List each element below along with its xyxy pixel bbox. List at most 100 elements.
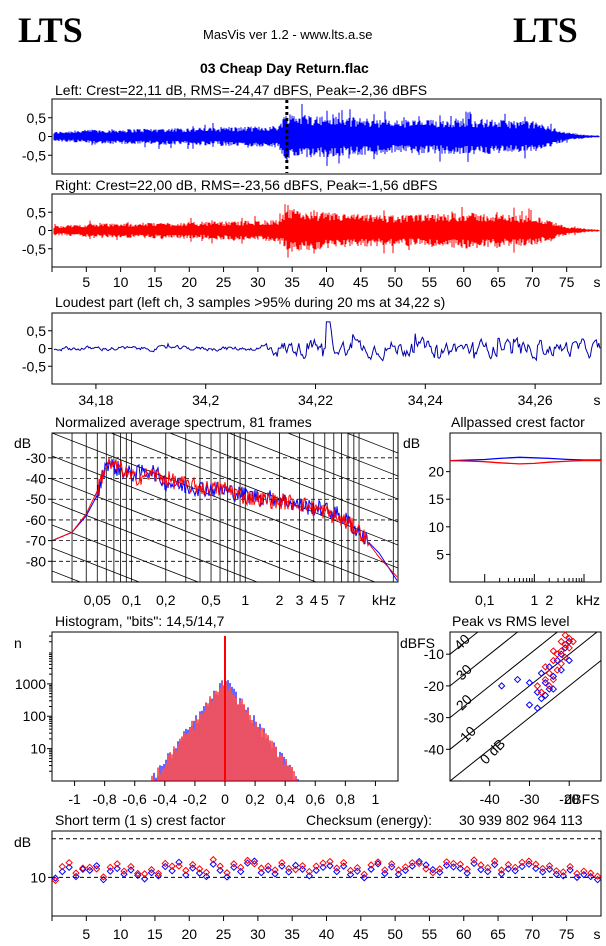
loudest-xunit: s [594, 392, 601, 408]
stcrest-point-left [470, 859, 478, 868]
loudest-xtick-label: 34,22 [298, 392, 333, 408]
stcrest-point-left [545, 865, 554, 873]
stcrest-point-left [415, 857, 423, 866]
stcrest-point-left [92, 862, 101, 870]
stcrest-point-left [477, 865, 485, 874]
peakrms-point-right [557, 637, 565, 646]
stcrest-point-right [305, 867, 314, 876]
spectrum-slope [286, 433, 398, 477]
stcrest-point-left [559, 872, 567, 880]
stcrest-point-right [387, 860, 396, 868]
crest-xtick-label: 2 [545, 592, 553, 608]
stcrest-point-left [65, 863, 73, 872]
stcrest-point-right [92, 865, 101, 873]
stcrest-point-right [319, 859, 327, 867]
stcrest-point-right [436, 865, 444, 873]
stcrest-point-left [230, 863, 238, 872]
spectrum-slope-lines [52, 249, 398, 582]
stcrest-point-left [532, 864, 540, 873]
peakrms-diagonal [450, 632, 559, 719]
stcrest-point-left [436, 868, 444, 877]
stcrest-point-right [401, 863, 410, 871]
stcrest-point-left [312, 866, 320, 875]
stcrest-point-right [209, 855, 217, 864]
stcrest-xtick-label: 15 [147, 926, 163, 942]
stcrest-point-right [353, 863, 362, 872]
stcrest-point-left [422, 861, 430, 869]
spectrum-ytick-label: -40 [26, 471, 46, 487]
right-waveform-ytick-label: 0,5 [27, 204, 47, 220]
stcrest-point-right [538, 864, 547, 873]
stcrest-point-right [147, 865, 156, 874]
right-waveform-ytick-label: -0,5 [22, 241, 46, 257]
stcrest-xtick-label: 75 [559, 926, 575, 942]
stcrest-point-right [470, 856, 478, 864]
time-axis-label: 15 [147, 274, 163, 290]
stcrest-point-left [175, 858, 183, 867]
stcrest-point-right [230, 860, 238, 868]
stcrest-point-right [545, 862, 554, 870]
stcrest-point-left [51, 874, 60, 882]
stcrest-point-right [175, 862, 183, 870]
stcrest-point-right [504, 860, 513, 869]
app-title: MasVis ver 1.2 - www.lts.a.se [203, 27, 373, 42]
stcrest-point-left [147, 869, 156, 877]
stcrest-point-right [484, 863, 492, 872]
stcrest-point-left [367, 865, 375, 873]
stcrest-point-left [58, 867, 67, 876]
stcrest-point-left [401, 866, 410, 875]
peakrms-point-left [537, 669, 546, 677]
peakrms-xlabel: dBFS [564, 791, 599, 807]
histogram-xtick-label: -0,8 [93, 791, 117, 807]
time-axis-label: 10 [113, 274, 129, 290]
spectrum-slope [52, 249, 398, 384]
left-waveform-title: Left: Crest=22,11 dB, RMS=-24,47 dBFS, P… [55, 82, 428, 98]
stcrest-point-right [573, 869, 581, 878]
spectrum-slope [52, 547, 141, 582]
stcrest-point-right [408, 858, 416, 867]
logo-right: LTS [513, 10, 578, 50]
stcrest-point-left [257, 869, 266, 877]
stcrest-point-right [79, 864, 87, 872]
spectrum-ytick-label: -30 [26, 450, 46, 466]
stcrest-point-right [449, 859, 458, 868]
stcrest-xunit: s [594, 926, 601, 942]
peakrms-point-right [541, 675, 550, 684]
stcrest-point-right [202, 868, 211, 877]
stcrest-point-left [449, 863, 458, 871]
peakrms-point-left [549, 685, 558, 693]
stcrest-point-left [463, 869, 471, 877]
stcrest-xtick-label: 45 [353, 926, 369, 942]
stcrest-point-right [257, 864, 266, 872]
stcrest-point-left [442, 861, 451, 870]
histogram-xtick-label: 0,4 [275, 791, 295, 807]
peakrms-point-left [549, 672, 558, 681]
spectrum-xtick-label: 0,05 [84, 592, 111, 608]
stcrest-point-left [182, 871, 190, 879]
peakrms-point-left [525, 679, 534, 687]
right-waveform-title: Right: Crest=22,00 dB, RMS=-23,56 dBFS, … [55, 177, 438, 193]
stcrest-point-right [339, 858, 348, 867]
time-axis-label: 35 [284, 274, 300, 290]
logo-left: LTS [18, 10, 83, 50]
peakrms-point-left [533, 688, 542, 696]
peakrms-point-left [557, 666, 565, 674]
stcrest-point-right [140, 870, 149, 878]
peakrms-ytick-label: -10 [424, 646, 444, 662]
crest-xtick-label: 0,1 [475, 592, 495, 608]
time-axis-label: 40 [319, 274, 335, 290]
histogram-xtick-label: 0,2 [245, 791, 265, 807]
time-axis-label: 5 [82, 274, 90, 290]
peakrms-diagonal-label: 0 dB [477, 736, 509, 768]
peak-vs-rms-title: Peak vs RMS level [452, 613, 570, 629]
peakrms-point-right [549, 647, 558, 655]
spectrum-series-right [52, 458, 398, 578]
stcrest-xtick-label: 40 [319, 926, 335, 942]
stcrest-point-left [387, 863, 396, 871]
spectrum-frame [51, 432, 399, 583]
stcrest-point-left [484, 867, 492, 876]
spectrum-ylabel: dB [14, 435, 31, 451]
stcrest-xtick-label: 70 [525, 926, 541, 942]
stcrest-point-left [429, 865, 437, 874]
